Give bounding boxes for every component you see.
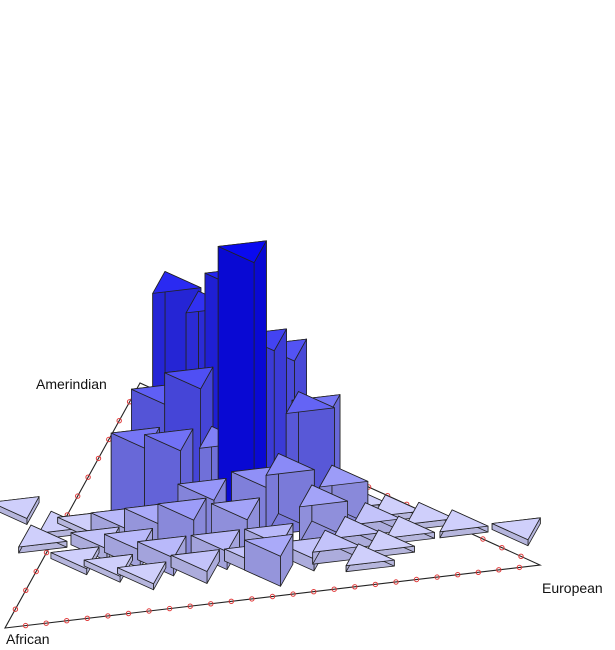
bar-top-face <box>117 561 167 585</box>
edge-tick-amerindian-african <box>33 568 39 575</box>
histogram-bar <box>244 534 294 587</box>
edge-tick-african-european <box>352 584 358 590</box>
edge-tick-african-european <box>208 601 214 607</box>
edge-tick-african-european <box>84 615 91 621</box>
bar-top-face <box>157 497 207 521</box>
edge-tick-african-european <box>434 574 440 580</box>
african-label: African <box>6 631 50 647</box>
edge-tick-african-european <box>331 586 337 592</box>
bar-top-face <box>137 535 187 559</box>
bar-top-face <box>352 502 402 525</box>
amerindian-label: Amerindian <box>36 376 107 392</box>
bar-top-face <box>332 516 382 539</box>
bar-top-face <box>299 484 349 508</box>
bar-top-face <box>164 366 214 390</box>
edge-tick-african-european <box>372 581 379 588</box>
edge-tick-african-european <box>166 605 173 612</box>
histogram-bar <box>170 549 220 584</box>
edge-tick-african-european <box>22 622 29 629</box>
edge-tick-amerindian-african <box>85 474 91 480</box>
edge-tick-african-european <box>311 589 317 595</box>
bar-top-face <box>406 501 456 525</box>
bar-top-face <box>144 428 194 452</box>
bar-top-face <box>18 524 68 548</box>
bar-top-face <box>285 391 335 414</box>
histogram-bar <box>18 524 68 554</box>
edge-tick-african-european <box>413 576 420 583</box>
edge-tick-african-european <box>249 596 255 602</box>
histogram-bar <box>439 509 489 539</box>
bar-top-face <box>319 464 369 488</box>
bar-top-face <box>190 529 240 552</box>
bar-top-face <box>244 534 294 557</box>
edge-tick-amerindian-african <box>75 493 81 499</box>
histogram-bars <box>0 240 541 591</box>
bar-top-face <box>345 543 395 567</box>
edge-tick-african-european <box>496 567 502 573</box>
edge-tick-european-amerindian <box>499 545 505 551</box>
edge-tick-african-european <box>228 598 235 604</box>
bar-top-face <box>177 477 227 501</box>
histogram-bar <box>0 496 40 525</box>
edge-tick-african-european <box>146 608 152 614</box>
bar-top-face <box>312 529 362 553</box>
histogram-bar <box>365 529 415 559</box>
edge-tick-amerindian-african <box>43 549 50 556</box>
edge-tick-african-european <box>43 620 49 626</box>
bar-top-face <box>210 497 260 521</box>
bar-top-face <box>152 271 202 294</box>
edge-tick-african-european <box>290 591 296 597</box>
edge-tick-amerindian-african <box>23 587 29 593</box>
edge-tick-african-european <box>516 564 523 571</box>
edge-tick-african-european <box>125 610 132 617</box>
edge-tick-african-european <box>187 603 193 609</box>
bar-top-face <box>265 453 315 476</box>
edge-tick-african-european <box>475 569 481 575</box>
bar-top-face <box>0 496 40 519</box>
histogram-bar <box>491 517 541 547</box>
edge-tick-amerindian-african <box>116 418 122 424</box>
bar-top-face <box>439 509 489 533</box>
edge-tick-european-amerindian <box>518 553 524 559</box>
bar-top-face <box>491 517 541 541</box>
edge-tick-amerindian-african <box>95 455 102 462</box>
histogram-bar <box>312 529 362 565</box>
bar-top-face <box>170 549 220 572</box>
european-label: European <box>542 580 603 596</box>
edge-tick-african-european <box>393 579 399 585</box>
bar-top-face <box>217 240 267 264</box>
histogram-bar <box>299 484 349 544</box>
histogram-bar <box>345 543 395 573</box>
edge-tick-african-european <box>269 593 276 600</box>
histogram-bar <box>117 561 167 591</box>
bar-top-face <box>365 529 415 553</box>
bar-side-face <box>0 505 28 525</box>
histogram-bar <box>406 501 456 531</box>
histogram-bar <box>217 240 267 521</box>
edge-tick-amerindian-african <box>12 606 19 612</box>
edge-tick-european-amerindian <box>480 536 486 542</box>
edge-tick-african-european <box>64 618 70 624</box>
edge-tick-african-european <box>105 613 111 619</box>
bar-top-face <box>385 515 435 539</box>
histogram-bar <box>157 497 207 563</box>
edge-tick-african-european <box>455 572 461 578</box>
